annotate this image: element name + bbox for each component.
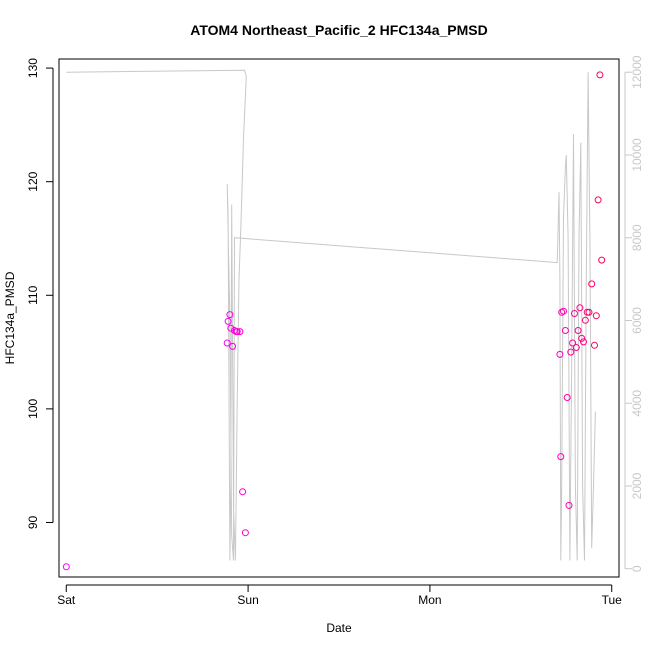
data-point — [227, 324, 235, 332]
data-point — [594, 196, 602, 204]
x-tick-label: Tue — [602, 593, 623, 607]
data-point — [560, 307, 567, 315]
chart-title: ATOM4 Northeast_Pacific_2 HFC134a_PMSD — [190, 22, 487, 38]
y2-tick-label: 4000 — [630, 390, 644, 417]
y2-tick-label: 0 — [630, 565, 644, 572]
data-point — [574, 327, 582, 334]
data-point — [239, 488, 247, 496]
data-point — [572, 344, 580, 351]
data-point — [588, 280, 596, 288]
y2-tick-label: 12000 — [630, 55, 644, 89]
y-tick-label: 90 — [26, 515, 40, 529]
y2-tick-label: 10000 — [630, 138, 644, 172]
data-point — [233, 328, 241, 336]
y-tick-label: 110 — [26, 285, 40, 304]
x-tick-label: Sun — [237, 593, 258, 607]
data-point — [596, 71, 604, 79]
data-point — [563, 394, 571, 401]
y-tick-label: 130 — [26, 58, 40, 78]
data-point — [565, 501, 573, 509]
data-point — [578, 334, 586, 342]
data-point — [585, 308, 593, 316]
x-tick-label: Sat — [57, 593, 76, 607]
data-point — [241, 529, 249, 537]
plot-border — [58, 58, 620, 578]
data-point — [576, 304, 584, 312]
y-axis-label: HFC134a_PMSD — [3, 271, 17, 364]
series-line — [66, 69, 596, 561]
axes-layer: Sat Sun Mon Tue 90 100 110 120 130 0 2000 4000 6000 8… — [26, 55, 644, 607]
data-point — [558, 308, 566, 316]
x-tick-label: Mon — [418, 593, 441, 607]
y2-tick-label: 6000 — [630, 307, 644, 334]
data-point — [571, 310, 578, 317]
data-point — [224, 317, 232, 325]
data-point — [569, 339, 577, 347]
y2-tick-label: 2000 — [630, 472, 644, 499]
data-point — [229, 342, 237, 350]
data-point — [557, 453, 565, 461]
data-point — [556, 350, 564, 358]
data-point — [223, 339, 231, 347]
x-axis-label: Date — [326, 621, 352, 635]
data-point — [592, 312, 600, 320]
data-point — [581, 316, 589, 324]
y-tick-label: 120 — [26, 171, 40, 191]
y2-tick-label: 8000 — [630, 224, 644, 251]
data-point — [236, 328, 244, 336]
data-point — [561, 327, 569, 334]
data-point — [62, 563, 70, 571]
line-layer — [66, 69, 596, 561]
data-point — [580, 338, 587, 346]
data-point — [591, 341, 598, 349]
y-tick-label: 100 — [26, 399, 40, 419]
data-point — [567, 348, 575, 356]
data-point — [598, 256, 606, 264]
points-layer — [62, 71, 606, 571]
data-point — [226, 311, 234, 319]
